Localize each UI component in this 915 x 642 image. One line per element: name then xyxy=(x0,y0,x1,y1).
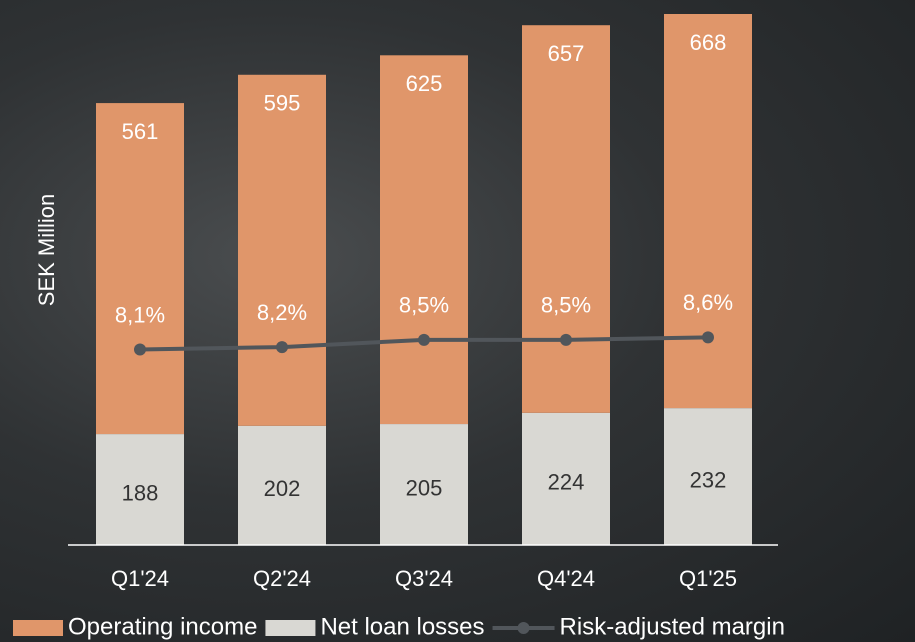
bar-segment xyxy=(380,424,468,545)
data-label: 668 xyxy=(690,30,727,55)
bar-segment xyxy=(238,74,326,426)
data-label: 224 xyxy=(548,470,585,495)
data-label: 188 xyxy=(122,480,159,505)
bar-segment xyxy=(380,55,468,425)
legend-swatch xyxy=(517,622,530,634)
bar-segment xyxy=(96,103,184,435)
x-tick-label: Q2'24 xyxy=(253,566,311,591)
bar-segment xyxy=(96,434,184,545)
line-point xyxy=(418,333,430,346)
bar-segment xyxy=(664,408,752,545)
line-point xyxy=(276,341,288,354)
data-label: 205 xyxy=(406,475,443,500)
bar-segment xyxy=(664,14,752,409)
x-tick-label: Q3'24 xyxy=(395,566,453,591)
line-point xyxy=(702,331,714,344)
legend-swatch xyxy=(265,620,316,636)
data-label: 8,6% xyxy=(683,290,733,315)
data-label: 8,1% xyxy=(115,302,165,327)
data-label: 657 xyxy=(548,41,585,66)
data-label: 595 xyxy=(264,91,301,116)
line-point xyxy=(134,343,146,356)
legend-swatch xyxy=(13,620,63,636)
bar-segment xyxy=(522,25,610,413)
bar-segment xyxy=(238,425,326,545)
data-label: 561 xyxy=(122,119,159,144)
data-label: 202 xyxy=(264,476,301,501)
data-label: 8,2% xyxy=(257,300,307,325)
x-tick-label: Q4'24 xyxy=(537,566,595,591)
x-tick-label: Q1'25 xyxy=(679,566,737,591)
x-tick-label: Q1'24 xyxy=(111,566,169,591)
data-label: 232 xyxy=(690,467,727,492)
bar-segment xyxy=(522,412,610,545)
data-label: 8,5% xyxy=(541,293,591,318)
legend-label: Operating income xyxy=(68,613,257,640)
legend-label: Risk-adjusted margin xyxy=(560,613,785,640)
legend-label: Net loan losses xyxy=(320,613,484,640)
data-label: 625 xyxy=(406,71,443,96)
line-point xyxy=(560,333,572,346)
y-axis-label: SEK Million xyxy=(34,194,59,306)
data-label: 8,5% xyxy=(399,293,449,318)
